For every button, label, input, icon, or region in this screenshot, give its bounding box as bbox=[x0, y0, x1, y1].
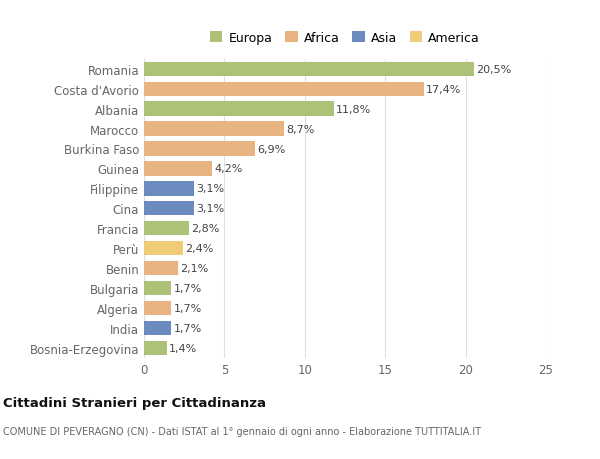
Text: 4,2%: 4,2% bbox=[214, 164, 242, 174]
Text: 3,1%: 3,1% bbox=[196, 184, 224, 194]
Bar bbox=[144, 122, 284, 136]
Bar bbox=[144, 261, 178, 276]
Bar bbox=[144, 301, 172, 315]
Text: 1,7%: 1,7% bbox=[174, 283, 202, 293]
Text: 1,7%: 1,7% bbox=[174, 303, 202, 313]
Text: 17,4%: 17,4% bbox=[426, 84, 461, 95]
Text: 2,4%: 2,4% bbox=[185, 244, 214, 254]
Text: 2,1%: 2,1% bbox=[180, 263, 208, 274]
Bar bbox=[144, 102, 334, 117]
Legend: Europa, Africa, Asia, America: Europa, Africa, Asia, America bbox=[205, 27, 485, 50]
Bar bbox=[144, 341, 167, 355]
Text: 1,7%: 1,7% bbox=[174, 323, 202, 333]
Text: 11,8%: 11,8% bbox=[336, 104, 371, 114]
Bar bbox=[144, 281, 172, 296]
Text: 3,1%: 3,1% bbox=[196, 204, 224, 214]
Bar bbox=[144, 162, 212, 176]
Bar bbox=[144, 142, 255, 157]
Bar bbox=[144, 241, 182, 256]
Text: 6,9%: 6,9% bbox=[257, 144, 286, 154]
Bar bbox=[144, 202, 194, 216]
Text: COMUNE DI PEVERAGNO (CN) - Dati ISTAT al 1° gennaio di ogni anno - Elaborazione : COMUNE DI PEVERAGNO (CN) - Dati ISTAT al… bbox=[3, 426, 481, 436]
Text: 20,5%: 20,5% bbox=[476, 65, 511, 75]
Bar bbox=[144, 82, 424, 97]
Text: 1,4%: 1,4% bbox=[169, 343, 197, 353]
Bar bbox=[144, 62, 473, 77]
Text: Cittadini Stranieri per Cittadinanza: Cittadini Stranieri per Cittadinanza bbox=[3, 396, 266, 409]
Bar bbox=[144, 222, 189, 236]
Bar bbox=[144, 321, 172, 336]
Text: 2,8%: 2,8% bbox=[191, 224, 220, 234]
Text: 8,7%: 8,7% bbox=[286, 124, 314, 134]
Bar bbox=[144, 182, 194, 196]
